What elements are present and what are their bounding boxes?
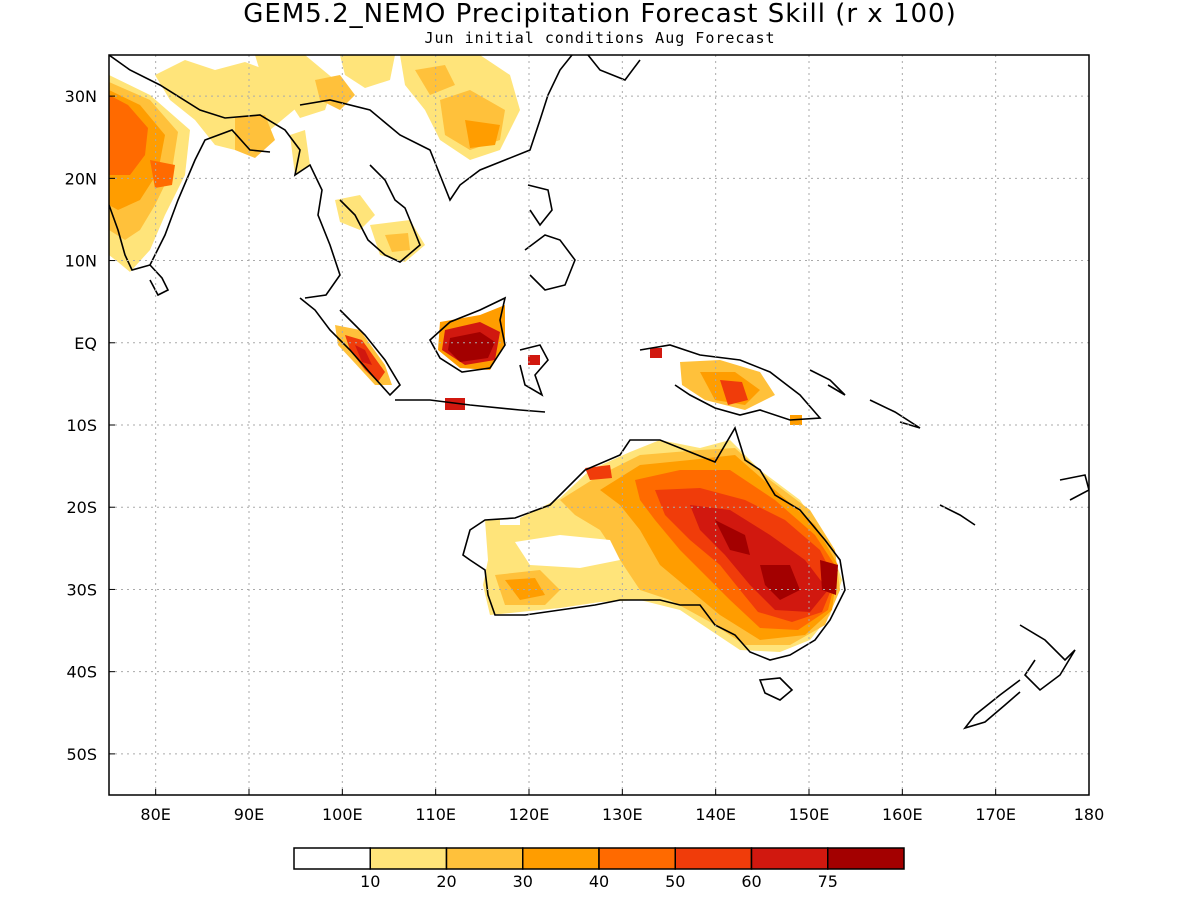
lon-tick-label: 140E: [695, 805, 736, 824]
map-subtitle: Jun initial conditions Aug Forecast: [424, 29, 776, 47]
lon-tick-label: 150E: [789, 805, 830, 824]
lat-tick-label: 30N: [65, 87, 97, 106]
lat-tick-label: 30S: [66, 580, 97, 599]
lon-tick-label: 120E: [509, 805, 550, 824]
lon-tick-label: 90E: [234, 805, 264, 824]
lon-tick-label: 100E: [322, 805, 363, 824]
lat-tick-label: 20N: [65, 169, 97, 188]
colorbar-swatch: [522, 847, 600, 870]
lat-tick-label: 10N: [65, 252, 97, 271]
map-frame: [108, 54, 1090, 796]
colorbar: [293, 847, 905, 870]
colorbar-swatch: [827, 847, 905, 870]
lon-tick-label: 170E: [975, 805, 1016, 824]
colorbar-labels: 10 20 30 40 50 60 75: [360, 872, 838, 891]
colorbar-swatch: [598, 847, 676, 870]
colorbar-label: 10: [360, 872, 380, 891]
lat-tick-label: 10S: [66, 416, 97, 435]
gridlines: [109, 55, 1090, 795]
lon-tick-label: 160E: [882, 805, 923, 824]
longitude-labels: 80E 90E 100E 110E 120E 130E 140E 150E 160E 170E 18…: [140, 805, 1104, 824]
lat-tick-label: EQ: [74, 334, 97, 353]
lat-tick-label: 20S: [66, 498, 97, 517]
lon-tick-label: 130E: [602, 805, 643, 824]
latitude-labels: 30N 20N 10N EQ 10S 20S 30S 40S 50S: [65, 87, 97, 764]
map-title: GEM5.2_NEMO Precipitation Forecast Skill…: [243, 0, 957, 29]
colorbar-swatch: [369, 847, 448, 870]
colorbar-swatch: [293, 847, 371, 870]
colorbar-label: 20: [436, 872, 456, 891]
colorbar-label: 40: [589, 872, 609, 891]
lon-tick-label: 180: [1074, 805, 1105, 824]
lat-tick-label: 40S: [66, 663, 97, 682]
colorbar-label: 75: [818, 872, 838, 891]
colorbar-swatch: [750, 847, 829, 870]
colorbar-label: 30: [513, 872, 533, 891]
colorbar-swatch: [674, 847, 753, 870]
colorbar-label: 60: [741, 872, 761, 891]
colorbar-swatch: [445, 847, 524, 870]
coastlines: [109, 55, 1089, 730]
skill-shading: [109, 55, 842, 652]
colorbar-label: 50: [665, 872, 685, 891]
lon-tick-label: 110E: [415, 805, 456, 824]
lon-tick-label: 80E: [140, 805, 170, 824]
lat-tick-label: 50S: [66, 745, 97, 764]
